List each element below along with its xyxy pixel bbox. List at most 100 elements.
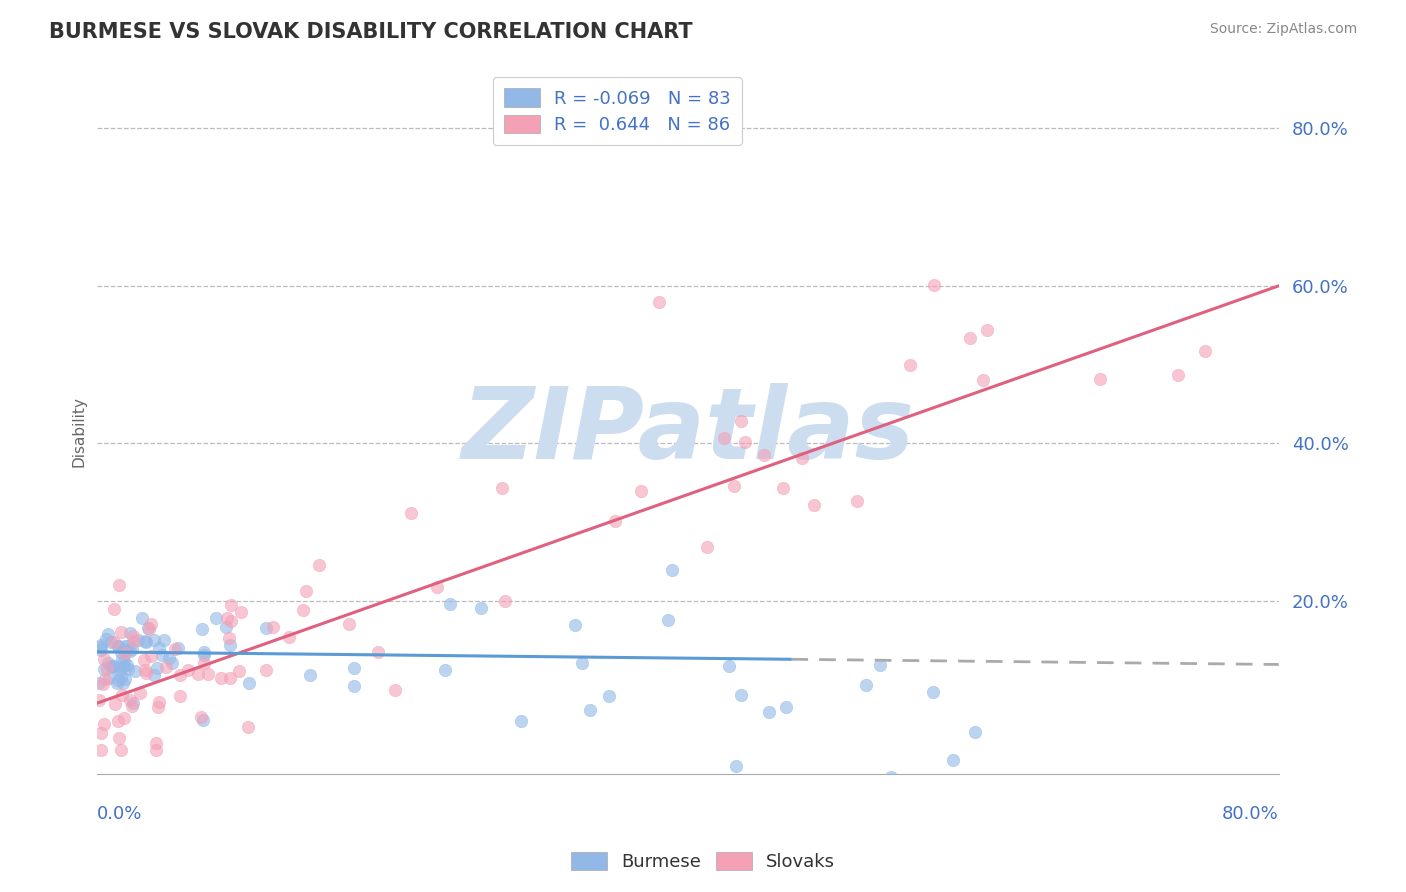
Point bbox=[963, 724, 986, 739]
Point bbox=[160, 656, 183, 670]
Point bbox=[724, 759, 747, 773]
Point bbox=[114, 646, 136, 660]
Point bbox=[491, 481, 513, 495]
Point bbox=[399, 506, 422, 520]
Point bbox=[146, 661, 169, 675]
Point bbox=[734, 435, 756, 450]
Point bbox=[898, 358, 921, 372]
Point bbox=[217, 611, 239, 625]
Point bbox=[190, 710, 212, 724]
Point bbox=[93, 672, 115, 686]
Point bbox=[470, 600, 492, 615]
Point bbox=[136, 621, 159, 635]
Point bbox=[97, 627, 120, 641]
Point bbox=[238, 676, 260, 690]
Point bbox=[772, 482, 794, 496]
Point bbox=[108, 731, 131, 746]
Point bbox=[96, 661, 118, 675]
Text: ZIPatlas: ZIPatlas bbox=[461, 383, 915, 480]
Legend: R = -0.069   N = 83, R =  0.644   N = 86: R = -0.069 N = 83, R = 0.644 N = 86 bbox=[492, 78, 741, 145]
Point bbox=[145, 736, 167, 750]
Point bbox=[713, 431, 735, 445]
Point bbox=[111, 660, 134, 674]
Point bbox=[143, 633, 166, 648]
Point bbox=[342, 661, 364, 675]
Point bbox=[138, 622, 160, 636]
Point bbox=[96, 632, 118, 646]
Point bbox=[89, 692, 111, 706]
Point bbox=[111, 676, 134, 690]
Point bbox=[291, 603, 314, 617]
Text: Source: ZipAtlas.com: Source: ZipAtlas.com bbox=[1209, 22, 1357, 37]
Point bbox=[122, 630, 145, 644]
Point bbox=[124, 664, 146, 678]
Point bbox=[167, 641, 190, 656]
Point bbox=[97, 671, 120, 685]
Point bbox=[219, 614, 242, 628]
Point bbox=[433, 663, 456, 677]
Point bbox=[439, 598, 461, 612]
Point bbox=[215, 620, 238, 634]
Point bbox=[100, 635, 122, 649]
Point bbox=[647, 294, 669, 309]
Point bbox=[142, 668, 165, 682]
Point bbox=[148, 641, 170, 656]
Point bbox=[1088, 371, 1111, 385]
Point bbox=[135, 665, 157, 680]
Point bbox=[718, 659, 741, 673]
Point bbox=[132, 652, 155, 666]
Point bbox=[128, 686, 150, 700]
Point bbox=[169, 667, 191, 681]
Point bbox=[197, 667, 219, 681]
Point bbox=[148, 695, 170, 709]
Point bbox=[121, 642, 143, 657]
Point bbox=[93, 651, 115, 665]
Point bbox=[110, 743, 132, 757]
Point bbox=[110, 624, 132, 639]
Point bbox=[120, 626, 142, 640]
Point bbox=[723, 478, 745, 492]
Point bbox=[262, 620, 284, 634]
Point bbox=[254, 663, 277, 677]
Point bbox=[1166, 368, 1188, 382]
Point bbox=[101, 659, 124, 673]
Point bbox=[758, 705, 780, 719]
Point bbox=[155, 659, 177, 673]
Point bbox=[510, 714, 533, 729]
Point bbox=[93, 716, 115, 731]
Point bbox=[150, 648, 173, 662]
Point bbox=[846, 493, 869, 508]
Point bbox=[605, 514, 627, 528]
Point bbox=[696, 540, 718, 554]
Point bbox=[254, 621, 277, 635]
Point bbox=[111, 688, 134, 702]
Point bbox=[754, 448, 776, 462]
Point bbox=[120, 644, 142, 658]
Point bbox=[117, 662, 139, 676]
Point bbox=[294, 584, 316, 599]
Point bbox=[205, 611, 228, 625]
Point bbox=[91, 677, 114, 691]
Point bbox=[134, 663, 156, 677]
Point bbox=[299, 668, 322, 682]
Point bbox=[1194, 343, 1216, 358]
Point bbox=[191, 622, 214, 636]
Legend: Burmese, Slovaks: Burmese, Slovaks bbox=[564, 845, 842, 879]
Point bbox=[121, 698, 143, 713]
Point bbox=[209, 671, 232, 685]
Point bbox=[90, 642, 112, 657]
Point bbox=[236, 720, 259, 734]
Point bbox=[96, 656, 118, 670]
Point bbox=[89, 640, 111, 654]
Text: 80.0%: 80.0% bbox=[1222, 805, 1278, 823]
Point bbox=[100, 659, 122, 673]
Point bbox=[141, 649, 163, 664]
Point bbox=[111, 652, 134, 666]
Point bbox=[855, 678, 877, 692]
Point bbox=[730, 414, 752, 428]
Point bbox=[107, 640, 129, 654]
Point bbox=[103, 635, 125, 649]
Point bbox=[112, 711, 135, 725]
Point bbox=[103, 601, 125, 615]
Point bbox=[90, 726, 112, 740]
